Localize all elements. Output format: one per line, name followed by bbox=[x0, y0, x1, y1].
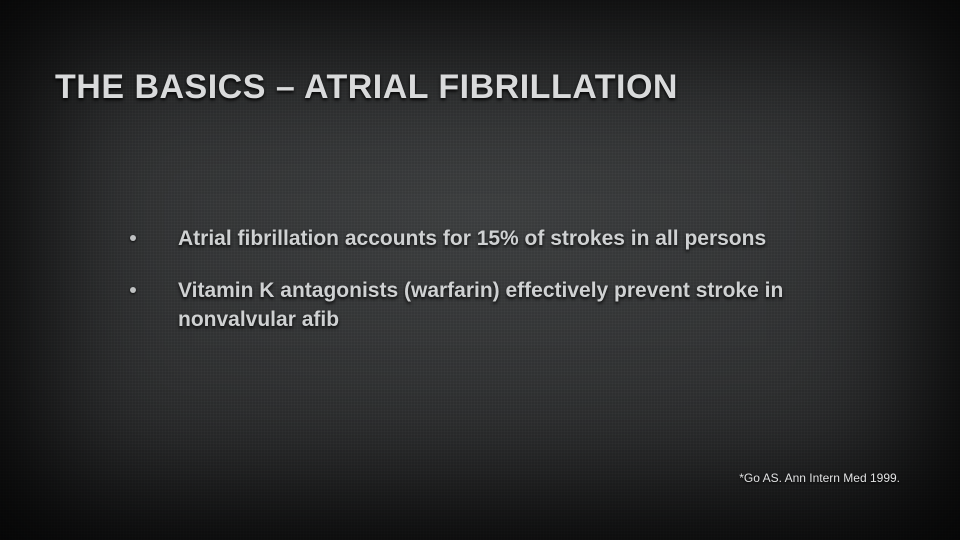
citation-text: *Go AS. Ann Intern Med 1999. bbox=[739, 471, 900, 485]
bullet-icon bbox=[130, 235, 136, 241]
list-item: Vitamin K antagonists (warfarin) effecti… bbox=[130, 277, 850, 334]
bullet-list: Atrial fibrillation accounts for 15% of … bbox=[130, 225, 850, 358]
bullet-text: Atrial fibrillation accounts for 15% of … bbox=[178, 225, 766, 253]
list-item: Atrial fibrillation accounts for 15% of … bbox=[130, 225, 850, 253]
slide: THE BASICS – ATRIAL FIBRILLATION Atrial … bbox=[0, 0, 960, 540]
bullet-icon bbox=[130, 287, 136, 293]
bullet-text: Vitamin K antagonists (warfarin) effecti… bbox=[178, 277, 850, 334]
slide-title: THE BASICS – ATRIAL FIBRILLATION bbox=[55, 68, 678, 107]
